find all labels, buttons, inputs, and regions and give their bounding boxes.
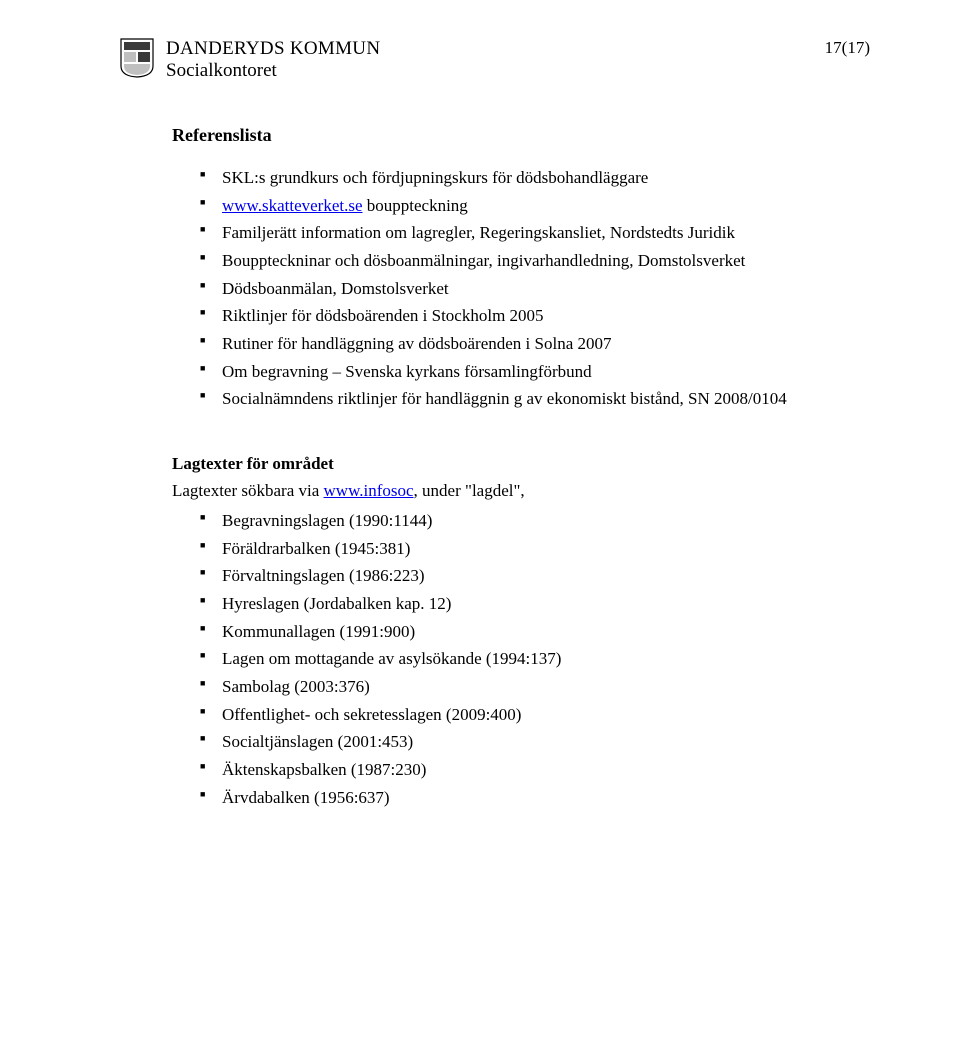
list-item-text: Socialnämndens riktlinjer för handläggni… bbox=[222, 389, 787, 408]
list-item: Riktlinjer för dödsboärenden i Stockholm… bbox=[200, 304, 870, 329]
list-item: www.skatteverket.se bouppteckning bbox=[200, 194, 870, 219]
list-item-text: Föräldrarbalken (1945:381) bbox=[222, 539, 410, 558]
list-item-text: Riktlinjer för dödsboärenden i Stockholm… bbox=[222, 306, 544, 325]
infosoc-link[interactable]: www.infosoc bbox=[324, 481, 414, 500]
list-item-text: Om begravning – Svenska kyrkans församli… bbox=[222, 362, 592, 381]
subtext-after: , under "lagdel", bbox=[414, 481, 525, 500]
list-item-text: Socialtjänslagen (2001:453) bbox=[222, 732, 413, 751]
list-item: Rutiner för handläggning av dödsboärende… bbox=[200, 332, 870, 357]
list-item-text: Förvaltningslagen (1986:223) bbox=[222, 566, 425, 585]
subtext-before: Lagtexter sökbara via bbox=[172, 481, 324, 500]
document-header: DANDERYDS KOMMUN Socialkontoret 17(17) bbox=[120, 38, 870, 82]
list-item: Dödsboanmälan, Domstolsverket bbox=[200, 277, 870, 302]
list-item-text: Sambolag (2003:376) bbox=[222, 677, 370, 696]
list-item: Familjerätt information om lagregler, Re… bbox=[200, 221, 870, 246]
list-item: Hyreslagen (Jordabalken kap. 12) bbox=[200, 592, 870, 617]
lagtexter-subtext: Lagtexter sökbara via www.infosoc, under… bbox=[172, 479, 870, 504]
list-item: Om begravning – Svenska kyrkans församli… bbox=[200, 360, 870, 385]
lagtexter-heading: Lagtexter för området bbox=[172, 452, 870, 477]
list-item-text: Begravningslagen (1990:1144) bbox=[222, 511, 432, 530]
list-item: Socialtjänslagen (2001:453) bbox=[200, 730, 870, 755]
list-item-text: Bouppteckninar och dösboanmälningar, ing… bbox=[222, 251, 745, 270]
page-number: 17(17) bbox=[825, 38, 870, 58]
list-item: Äktenskapsbalken (1987:230) bbox=[200, 758, 870, 783]
list-item: Socialnämndens riktlinjer för handläggni… bbox=[200, 387, 870, 412]
referenslista-heading: Referenslista bbox=[172, 122, 870, 148]
list-item: Sambolag (2003:376) bbox=[200, 675, 870, 700]
list-item: Begravningslagen (1990:1144) bbox=[200, 509, 870, 534]
list-item-text: Dödsboanmälan, Domstolsverket bbox=[222, 279, 449, 298]
list-item-text: Ärvdabalken (1956:637) bbox=[222, 788, 390, 807]
municipality-logo-icon bbox=[120, 38, 154, 78]
list-item-text: SKL:s grundkurs och fördjupningskurs för… bbox=[222, 168, 648, 187]
list-item: Lagen om mottagande av asylsökande (1994… bbox=[200, 647, 870, 672]
list-item: Kommunallagen (1991:900) bbox=[200, 620, 870, 645]
list-item-text: Äktenskapsbalken (1987:230) bbox=[222, 760, 426, 779]
list-item: Ärvdabalken (1956:637) bbox=[200, 786, 870, 811]
document-content: Referenslista SKL:s grundkurs och fördju… bbox=[172, 122, 870, 810]
list-item: Förvaltningslagen (1986:223) bbox=[200, 564, 870, 589]
header-text-block: DANDERYDS KOMMUN Socialkontoret bbox=[166, 38, 870, 82]
list-item-text: Hyreslagen (Jordabalken kap. 12) bbox=[222, 594, 451, 613]
list-item-text: Offentlighet- och sekretesslagen (2009:4… bbox=[222, 705, 521, 724]
list-item: Offentlighet- och sekretesslagen (2009:4… bbox=[200, 703, 870, 728]
list-item-text: Lagen om mottagande av asylsökande (1994… bbox=[222, 649, 561, 668]
skatteverket-link[interactable]: www.skatteverket.se bbox=[222, 196, 363, 215]
organization-name: DANDERYDS KOMMUN bbox=[166, 38, 870, 60]
list-item-text: Familjerätt information om lagregler, Re… bbox=[222, 223, 735, 242]
referenslista-list: SKL:s grundkurs och fördjupningskurs för… bbox=[172, 166, 870, 412]
list-item-text: Rutiner för handläggning av dödsboärende… bbox=[222, 334, 612, 353]
list-item: Bouppteckninar och dösboanmälningar, ing… bbox=[200, 249, 870, 274]
list-item: Föräldrarbalken (1945:381) bbox=[200, 537, 870, 562]
list-item-text: bouppteckning bbox=[363, 196, 468, 215]
list-item: SKL:s grundkurs och fördjupningskurs för… bbox=[200, 166, 870, 191]
list-item-text: Kommunallagen (1991:900) bbox=[222, 622, 415, 641]
lagtexter-list: Begravningslagen (1990:1144) Föräldrarba… bbox=[172, 509, 870, 810]
department-name: Socialkontoret bbox=[166, 60, 870, 82]
